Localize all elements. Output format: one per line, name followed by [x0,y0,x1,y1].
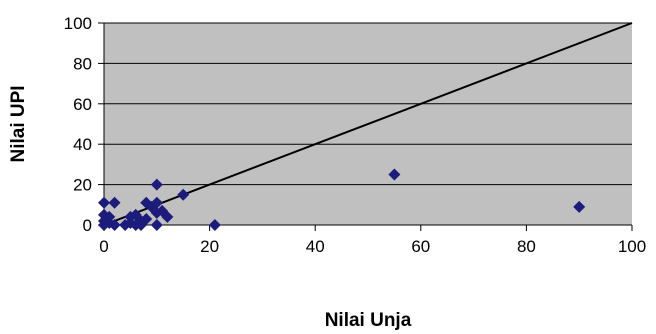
grid-lines [104,22,632,186]
x-axis-title: Nilai Unja [325,310,412,331]
data-point-18 [150,178,163,191]
x-tick-label-40: 40 [306,237,325,256]
x-tick-labels: 0 20 40 60 80 100 [99,225,646,256]
x-tick-label-60: 60 [411,237,430,256]
data-points [98,168,586,231]
y-tick-label-40: 40 [73,135,92,154]
data-point-19 [150,196,163,209]
x-tick-label-80: 80 [517,237,536,256]
y-tick-labels: 0 20 40 60 80 100 [64,14,104,235]
data-point-25 [208,219,221,231]
data-point-6 [108,196,121,209]
reference-line [103,22,633,226]
x-tick-label-0: 0 [99,237,108,256]
x-tick-label-20: 20 [200,237,219,256]
y-tick-label-20: 20 [73,176,92,195]
data-point-21 [150,219,163,231]
y-axis-title: Nilai UPI [8,85,29,162]
data-point-23 [161,210,174,223]
y-tick-label-0: 0 [83,216,92,235]
data-point-0 [98,196,110,209]
data-point-26 [388,168,401,181]
y-tick-label-80: 80 [73,54,92,73]
x-tick-label-100: 100 [618,237,646,256]
data-point-7 [108,219,121,231]
data-point-27 [573,200,586,213]
y-tick-label-100: 100 [64,14,92,33]
data-point-16 [140,212,153,225]
y-tick-label-60: 60 [73,95,92,114]
data-point-5 [103,210,116,223]
data-point-24 [177,188,190,201]
